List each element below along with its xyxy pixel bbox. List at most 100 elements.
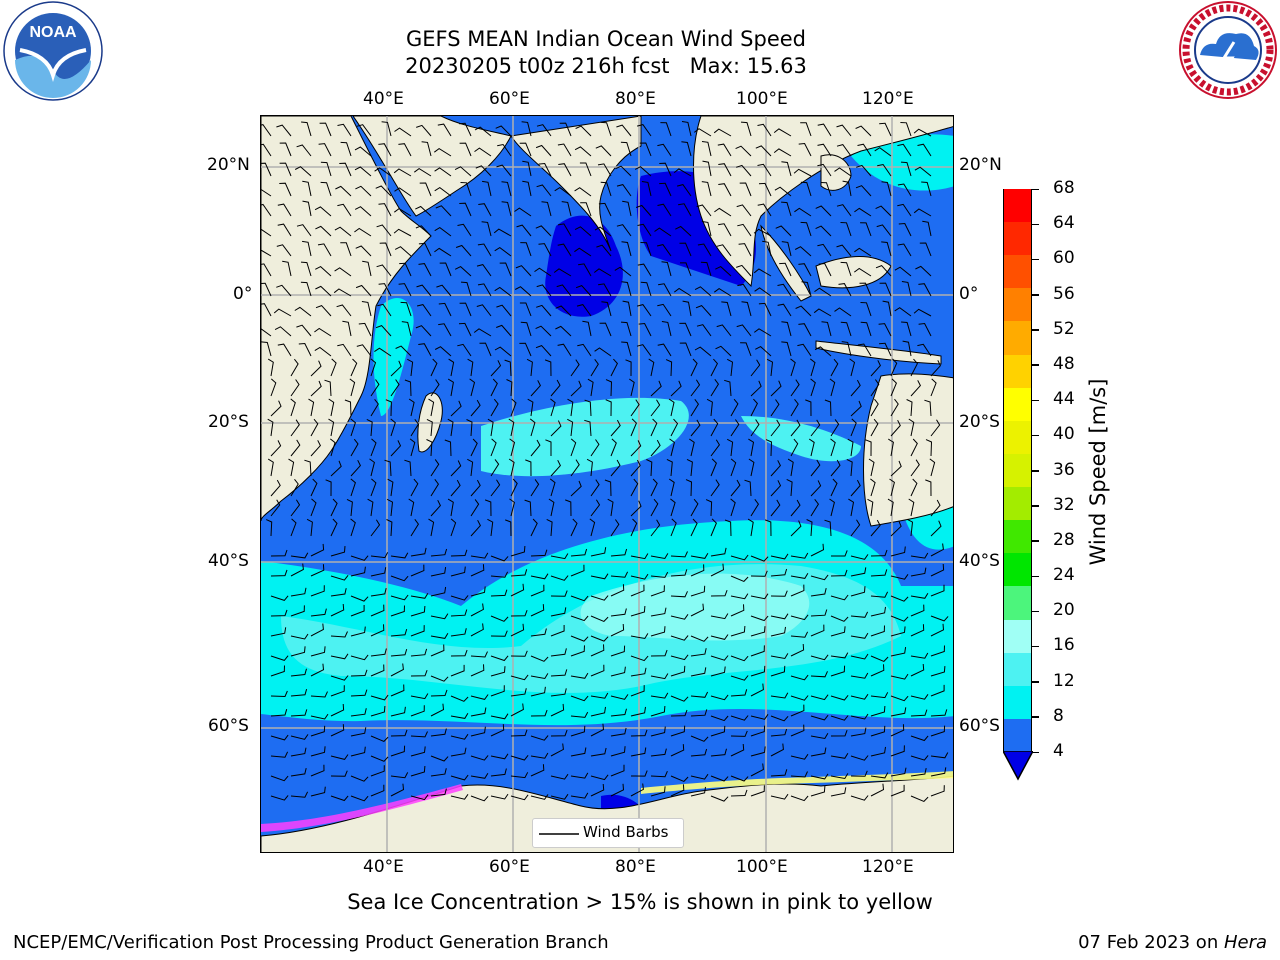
wind-barb	[416, 124, 432, 137]
colorbar-tick-label: 40	[1053, 424, 1075, 445]
wind-barb	[587, 378, 594, 397]
wind-barb	[679, 322, 692, 337]
wind-barb	[310, 360, 322, 377]
wind-barb	[870, 725, 886, 737]
wind-barb	[337, 123, 352, 137]
wind-barb	[546, 518, 553, 537]
wind-barb	[906, 518, 914, 537]
wind-barb	[497, 143, 512, 157]
wind-barb	[290, 552, 309, 559]
wind-barb	[490, 753, 509, 760]
wind-barb	[370, 765, 385, 777]
wind-barb	[450, 774, 469, 781]
wind-barb	[270, 400, 282, 417]
wind-barb	[430, 755, 449, 762]
wind-barb	[376, 224, 392, 237]
wind-barb	[450, 609, 468, 617]
wind-barb	[447, 418, 454, 437]
wind-barb	[770, 460, 782, 477]
wind-barb	[744, 479, 752, 497]
wind-barb	[510, 610, 528, 617]
wind-barb	[430, 613, 449, 620]
wind-barb	[717, 143, 732, 157]
wind-barb	[530, 655, 549, 662]
wind-barb	[850, 418, 857, 437]
colorbar-segment	[1004, 552, 1031, 587]
wind-barb	[775, 225, 792, 237]
wind-barb	[840, 222, 852, 237]
wind-barb	[261, 341, 272, 357]
wind-barb	[527, 398, 534, 417]
wind-barb	[622, 200, 632, 217]
wind-barb	[450, 747, 467, 757]
wind-barb	[850, 727, 867, 737]
wind-barb	[770, 728, 788, 737]
wind-barb	[266, 519, 273, 537]
wind-barb	[430, 768, 447, 777]
wind-barb	[705, 499, 713, 517]
wind-barb	[724, 519, 732, 537]
wind-barb	[616, 184, 632, 197]
wind-barb	[678, 203, 692, 217]
wind-barb	[605, 379, 613, 397]
wind-barb	[330, 685, 345, 697]
wind-barb	[450, 479, 461, 497]
wind-barb	[930, 785, 945, 797]
wind-barb	[875, 205, 892, 217]
wind-barb	[930, 767, 947, 777]
wind-barb	[261, 282, 272, 297]
wind-barb	[790, 695, 809, 701]
wind-barb	[496, 164, 512, 177]
wind-barb	[670, 418, 679, 437]
wind-barb	[276, 244, 292, 257]
wind-barb	[897, 203, 912, 217]
wind-barb	[450, 733, 469, 740]
wind-barb	[730, 789, 748, 797]
wind-barb	[808, 438, 815, 457]
wind-barb	[661, 261, 672, 277]
wind-barb	[330, 574, 349, 581]
wind-barb	[901, 321, 912, 337]
wind-barb	[330, 631, 348, 638]
wind-barb	[690, 691, 709, 698]
wind-barb	[570, 672, 589, 679]
wind-barb	[494, 286, 512, 297]
wind-barb	[930, 543, 944, 557]
wind-barb	[520, 321, 532, 337]
wind-barb	[510, 754, 529, 761]
wind-barb	[426, 439, 433, 457]
wind-barb	[288, 458, 295, 477]
wind-barb	[290, 419, 300, 437]
wind-barb	[270, 734, 289, 741]
wind-barb	[574, 247, 592, 257]
wind-barb	[830, 478, 838, 497]
wind-barb	[376, 264, 392, 277]
wind-barb	[620, 321, 632, 337]
wind-barb	[514, 286, 532, 297]
wind-barb	[375, 325, 392, 337]
wind-barb	[790, 643, 805, 657]
wind-barb	[270, 479, 281, 497]
wind-barb	[690, 735, 709, 742]
wind-barb	[840, 321, 852, 337]
wind-barb	[710, 655, 729, 661]
wind-barb	[810, 609, 828, 617]
wind-barb	[730, 554, 749, 561]
wind-barb	[630, 706, 646, 717]
wind-barb	[597, 163, 612, 177]
wind-barb	[557, 143, 572, 157]
wind-barb	[521, 121, 532, 137]
wind-barb	[296, 224, 312, 237]
wind-barb	[630, 459, 641, 477]
wind-barb	[314, 327, 332, 337]
wind-barb	[685, 479, 693, 497]
wind-barb	[870, 549, 888, 557]
wind-barb	[404, 379, 412, 397]
wind-barb	[567, 418, 574, 437]
wind-barb	[890, 767, 907, 777]
lon-label-bottom-100e: 100°E	[736, 857, 788, 877]
wind-barb	[910, 624, 925, 637]
wind-barb	[570, 595, 589, 602]
wind-barb	[279, 142, 292, 157]
wind-barb	[536, 124, 552, 137]
